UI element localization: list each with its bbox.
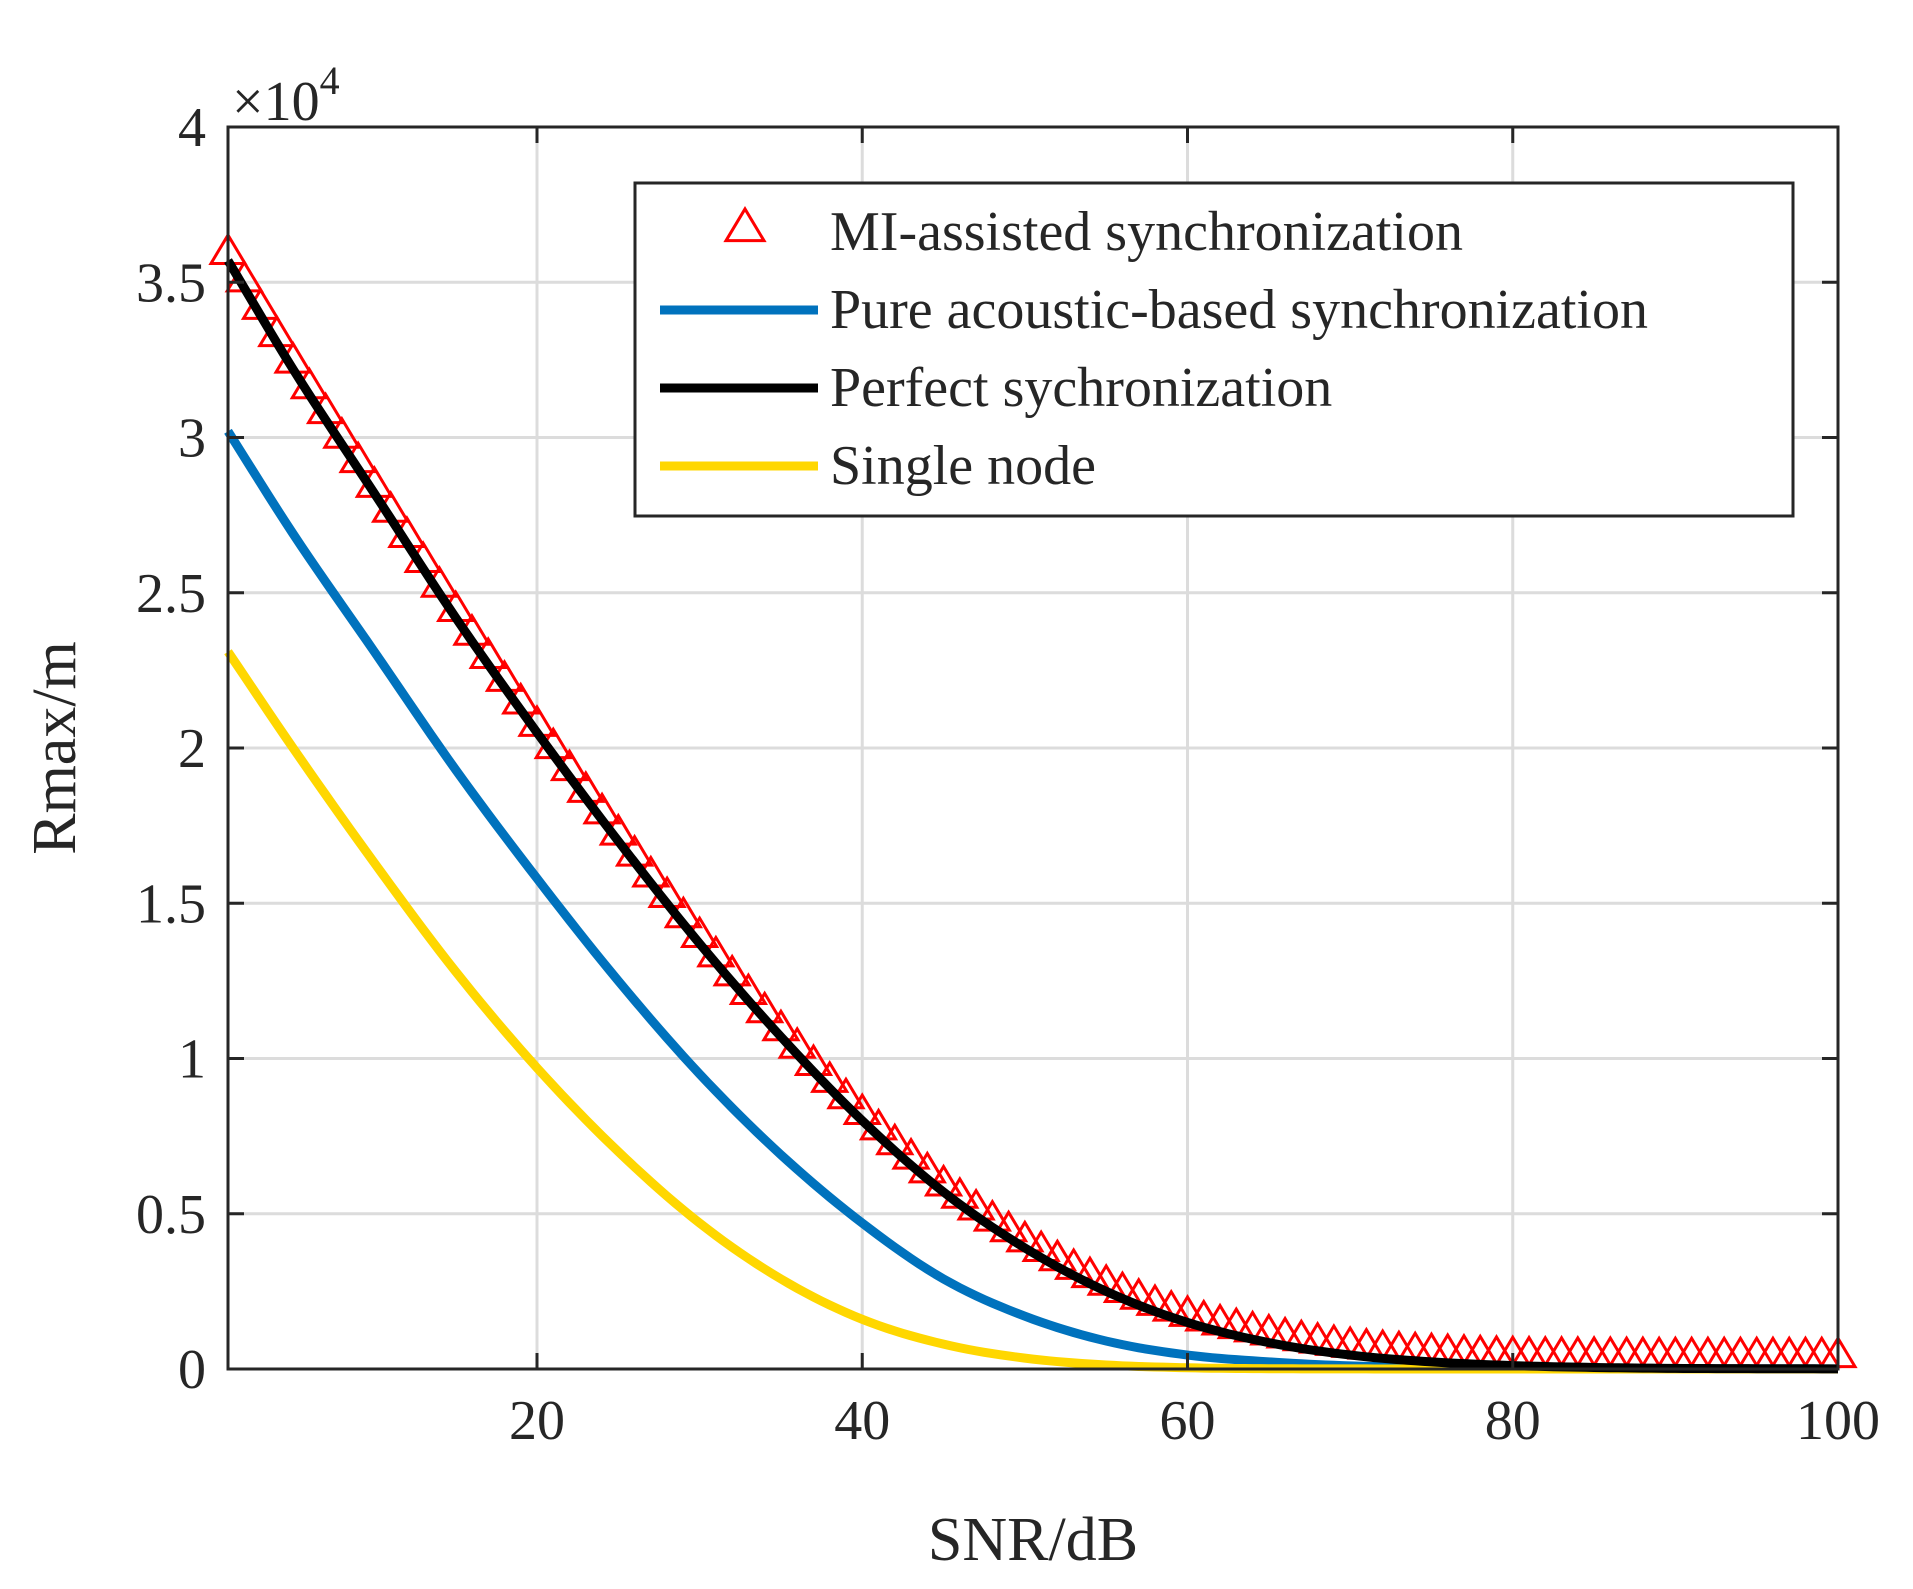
- y-tick-label: 3.5: [136, 252, 206, 314]
- legend-label: Perfect sychronization: [830, 357, 1332, 419]
- legend-label: MI-assisted synchronization: [830, 201, 1463, 263]
- y-tick-label: 4: [178, 97, 206, 159]
- legend-box: [633, 181, 1795, 518]
- legend-label: Pure acoustic-based synchronization: [830, 279, 1648, 341]
- y-tick-label: 1: [178, 1029, 206, 1091]
- x-axis-title: SNR/dB: [928, 1506, 1138, 1574]
- legend-item: Perfect sychronization: [660, 357, 1332, 419]
- x-tick-label: 40: [834, 1390, 890, 1452]
- y-tick-label: 2: [178, 718, 206, 780]
- legend-items: MI-assisted synchronization Pure acoustic…: [660, 201, 1648, 497]
- y-tick-label: 2.5: [136, 563, 206, 625]
- x-tick-label: 100: [1796, 1390, 1880, 1452]
- legend-item: MI-assisted synchronization: [723, 201, 1463, 263]
- y-tick-label: 0.5: [136, 1184, 206, 1246]
- x-tick-label: 20: [509, 1390, 565, 1452]
- legend: MI-assisted synchronization Pure acoustic…: [633, 181, 1795, 518]
- legend-item: Single node: [660, 435, 1096, 497]
- legend-label: Single node: [830, 435, 1096, 497]
- y-tick-label: 0: [178, 1339, 206, 1401]
- legend-item: Pure acoustic-based synchronization: [660, 279, 1648, 341]
- x-tick-label: 60: [1159, 1390, 1215, 1452]
- y-exponent-base: ×10: [232, 71, 320, 133]
- tick-labels: 20 40 60 80 100 0 0.5 1 1.5 2 2.5 3 3.5 4: [136, 97, 1880, 1452]
- ticks: [228, 125, 1840, 1371]
- y-tick-label: 1.5: [136, 873, 206, 935]
- y-exponent-label: ×104: [232, 58, 340, 133]
- y-tick-label: 3: [178, 408, 206, 470]
- x-tick-label: 80: [1485, 1390, 1541, 1452]
- series-line: [224, 258, 1839, 1374]
- y-axis-title: Rmax/m: [21, 641, 89, 855]
- series-3: [224, 258, 1839, 1374]
- y-exponent-power: 4: [320, 58, 340, 103]
- legend-marker-icon: [723, 206, 767, 243]
